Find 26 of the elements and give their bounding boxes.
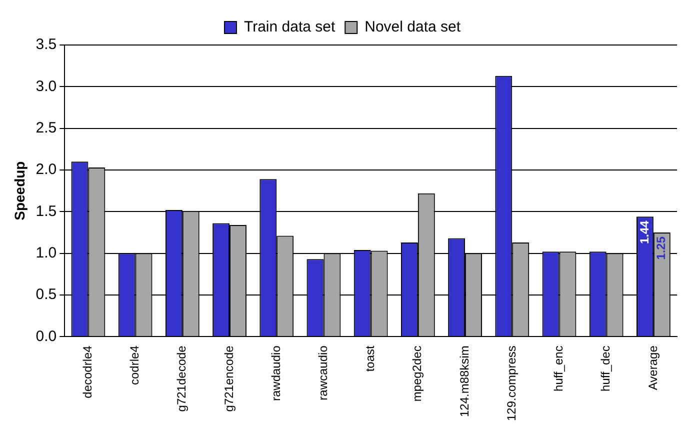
x-tick-label: rawdaudio	[268, 345, 283, 402]
y-tick-label: 0.0	[36, 328, 57, 345]
y-tick-label: 3.5	[36, 36, 57, 54]
legend-label: Train data set	[244, 18, 336, 36]
y-tick-label: 2.0	[36, 161, 57, 178]
y-axis-title: Speedup	[11, 161, 28, 220]
x-tick-label: g721decode	[174, 345, 189, 412]
data-label: 1.44	[637, 220, 652, 244]
x-tick-label: rawcaudio	[316, 345, 330, 400]
data-label: 1.25	[654, 236, 668, 260]
y-tick-label: 1.5	[36, 202, 57, 220]
x-tick-label: decodrle4	[80, 345, 95, 398]
y-tick-label: 2.5	[36, 119, 57, 136]
x-tick-label: 124.m88ksim	[457, 346, 472, 418]
y-tick-label: 3.0	[36, 78, 57, 95]
x-tick-label: Average	[646, 345, 660, 390]
y-tick-label: 0.5	[36, 286, 57, 304]
x-tick-label: toast	[363, 344, 378, 372]
x-tick-label: 129.compress	[504, 346, 518, 422]
x-tick-label: mpeg2dec	[410, 346, 424, 402]
x-tick-label: codrle4	[128, 345, 142, 385]
x-tick-label: huff_enc	[552, 346, 566, 392]
x-tick-label: huff_dec	[598, 346, 613, 392]
legend-label: Novel data set	[364, 18, 462, 36]
x-tick-label: g721encode	[222, 345, 236, 412]
y-tick-label: 1.0	[36, 244, 57, 262]
